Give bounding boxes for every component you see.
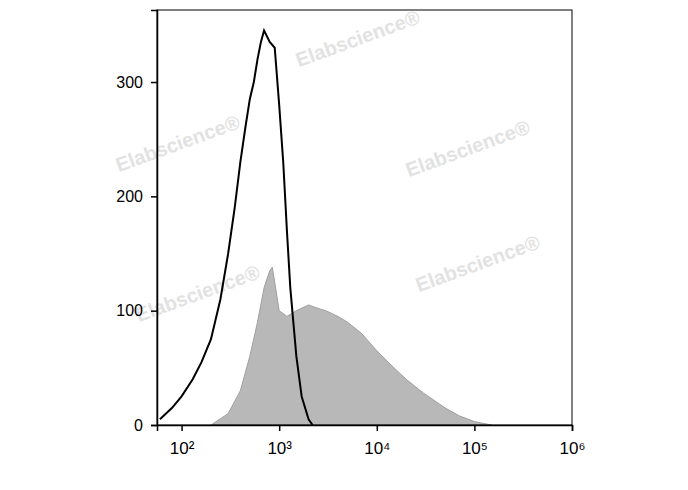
y-tick: 0 [134,417,157,434]
y-axis-line [151,11,158,426]
y-tick: 300 [116,74,157,91]
x-tick: 10³ [267,425,292,458]
x-tick-mark [474,425,476,431]
x-axis-line [158,426,573,432]
x-tick: 10⁴ [364,425,390,458]
x-tick: 10² [170,425,195,458]
watermark: Elabscience® [413,231,543,296]
watermark: Elabscience® [403,116,533,181]
y-tick-mark [151,196,157,198]
x-tick: 10⁵ [462,425,488,458]
x-tick-label: 10⁶ [560,439,586,458]
x-tick: 10⁶ [560,425,586,458]
x-tick-mark [572,425,574,431]
y-tick-label: 0 [134,417,143,434]
x-tick-mark [181,425,183,431]
y-tick-label: 200 [116,188,143,205]
x-tick-label: 10⁵ [462,439,488,458]
x-tick-label: 10³ [267,439,292,458]
y-tick-mark [151,425,157,427]
plot-area [160,31,492,425]
x-tick-label: 10⁴ [364,439,390,458]
watermark: Elabscience® [293,6,423,71]
histogram-area [211,267,492,425]
x-axis: 10² 10³ 10⁴ 10⁵ 10⁶ [158,425,586,458]
x-tick-mark [279,425,281,431]
y-tick-label: 100 [116,302,143,319]
x-tick-mark [377,425,379,431]
y-tick-label: 300 [116,74,143,91]
watermark: Elabscience® [113,111,243,176]
plot-frame [157,10,572,425]
y-tick-mark [151,310,157,312]
x-tick-label: 10² [170,439,195,458]
chart: Elabscience® Elabscience® Elabscience® Elab… [0,0,688,490]
histogram-line [160,31,313,425]
y-tick: 200 [116,188,157,205]
watermark: Elabscience® [133,261,263,326]
y-tick: 100 [116,302,157,319]
y-axis: 0 100 200 300 [116,11,157,434]
y-tick-mark [151,82,157,84]
